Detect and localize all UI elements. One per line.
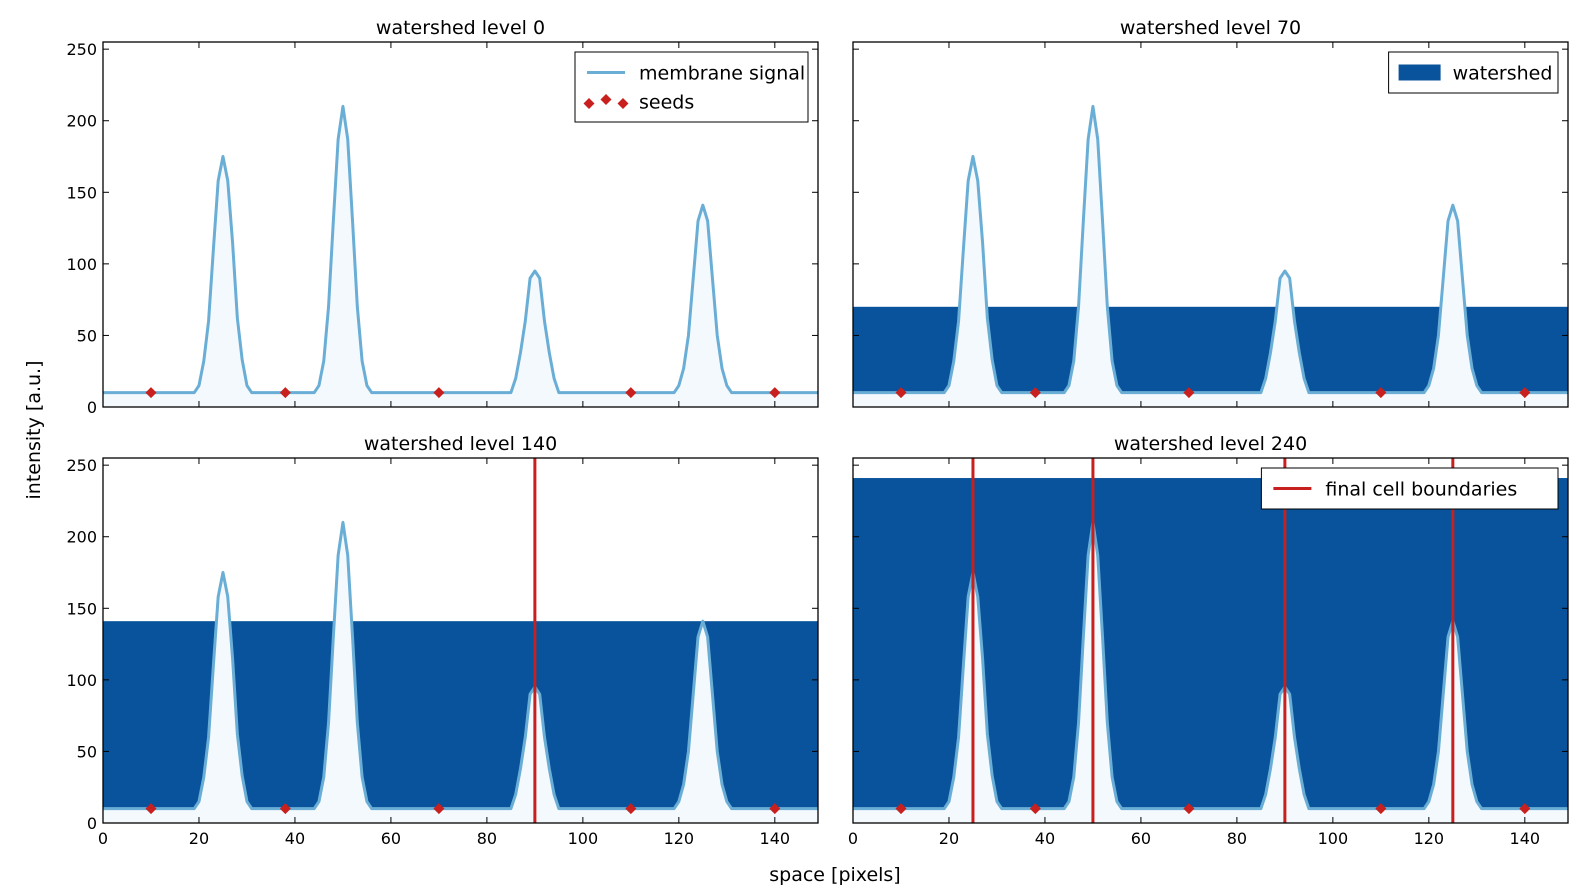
x-tick-label: 60 [381, 829, 401, 848]
seed-marker [279, 387, 291, 399]
x-tick-label: 20 [189, 829, 209, 848]
x-tick-label: 120 [664, 829, 695, 848]
membrane-signal-line [853, 104, 1568, 395]
seed-marker [145, 803, 157, 815]
y-tick-label: 200 [66, 528, 97, 547]
x-tick-label: 100 [568, 829, 599, 848]
panel-3: 0 20 40 60 80 100 120 140 0 50 100 150 200 250 watersh… [66, 433, 819, 848]
legend-box [574, 51, 809, 123]
seed-marker [895, 387, 907, 399]
legend: final cell boundaries [1260, 467, 1559, 510]
plot-area [103, 458, 818, 823]
seed-marker [1375, 387, 1387, 399]
y-tick-label: 0 [87, 398, 97, 417]
legend-label: membrane signal [639, 63, 805, 85]
x-tick-label: 40 [1035, 829, 1055, 848]
legend-label: seeds [639, 92, 694, 114]
y-tick-label: 100 [66, 671, 97, 690]
y-tick-label: 200 [66, 112, 97, 131]
panel-title: watershed level 140 [364, 433, 557, 455]
membrane-signal-line [103, 104, 818, 395]
axes-frame [102, 457, 819, 824]
seed-marker [433, 803, 445, 815]
seed-marker [625, 387, 637, 399]
seed-marker [769, 387, 781, 399]
legend-handle-seed [617, 98, 629, 109]
legend: membrane signal seeds [574, 51, 809, 123]
y-tick-label: 150 [66, 599, 97, 618]
plot-area [103, 104, 818, 407]
seed-marker [1519, 387, 1531, 399]
x-tick-label: 0 [98, 829, 108, 848]
x-tick-label: 0 [848, 829, 858, 848]
seed-marker [1183, 803, 1195, 815]
panel-4: 0 20 40 60 80 100 120 140 watershed level 240 fin… [848, 433, 1569, 848]
seed-marker [279, 803, 291, 815]
y-axis-label: intensity [a.u.] [23, 360, 45, 499]
plot-area [853, 104, 1568, 407]
y-tick-label: 50 [77, 742, 97, 761]
panel-2: watershed level 70 watershed [852, 17, 1569, 408]
seed-marker [769, 803, 781, 815]
seed-marker [1029, 387, 1041, 399]
y-tick-label: 250 [66, 40, 97, 59]
axes-frame [852, 41, 1569, 408]
y-tick-label: 0 [87, 814, 97, 833]
legend-handle-patch [1398, 64, 1441, 81]
x-tick-label: 20 [939, 829, 959, 848]
seed-marker [895, 803, 907, 815]
y-tick-label: 150 [66, 183, 97, 202]
x-tick-label: 40 [285, 829, 305, 848]
panel-1: 0 50 100 150 200 250 watershed level 0 membrane… [66, 17, 819, 417]
legend-handle-seed [600, 94, 612, 105]
legend-label: final cell boundaries [1325, 479, 1517, 501]
legend: watershed [1388, 51, 1559, 94]
seed-marker [433, 387, 445, 399]
y-tick-label: 250 [66, 456, 97, 475]
membrane-signal-line [103, 520, 818, 811]
x-tick-label: 140 [760, 829, 791, 848]
x-tick-label: 60 [1131, 829, 1151, 848]
seed-marker [1519, 803, 1531, 815]
plot-area [853, 458, 1568, 823]
seed-marker [1375, 803, 1387, 815]
x-tick-label: 100 [1318, 829, 1349, 848]
x-tick-label: 80 [1227, 829, 1247, 848]
seed-marker [145, 387, 157, 399]
x-tick-label: 80 [477, 829, 497, 848]
legend-handle-seed [583, 98, 595, 109]
seed-marker [625, 803, 637, 815]
axes-frame [852, 457, 1569, 824]
seed-marker [1183, 387, 1195, 399]
y-tick-label: 50 [77, 326, 97, 345]
panel-title: watershed level 240 [1114, 433, 1307, 455]
legend-label: watershed [1453, 63, 1553, 85]
x-axis-label: space [pixels] [769, 864, 900, 886]
x-tick-label: 120 [1414, 829, 1445, 848]
seed-marker [1029, 803, 1041, 815]
x-tick-label: 140 [1510, 829, 1541, 848]
axes-frame [102, 41, 819, 408]
y-tick-label: 100 [66, 255, 97, 274]
panel-title: watershed level 70 [1120, 17, 1301, 39]
panel-title: watershed level 0 [376, 17, 545, 39]
